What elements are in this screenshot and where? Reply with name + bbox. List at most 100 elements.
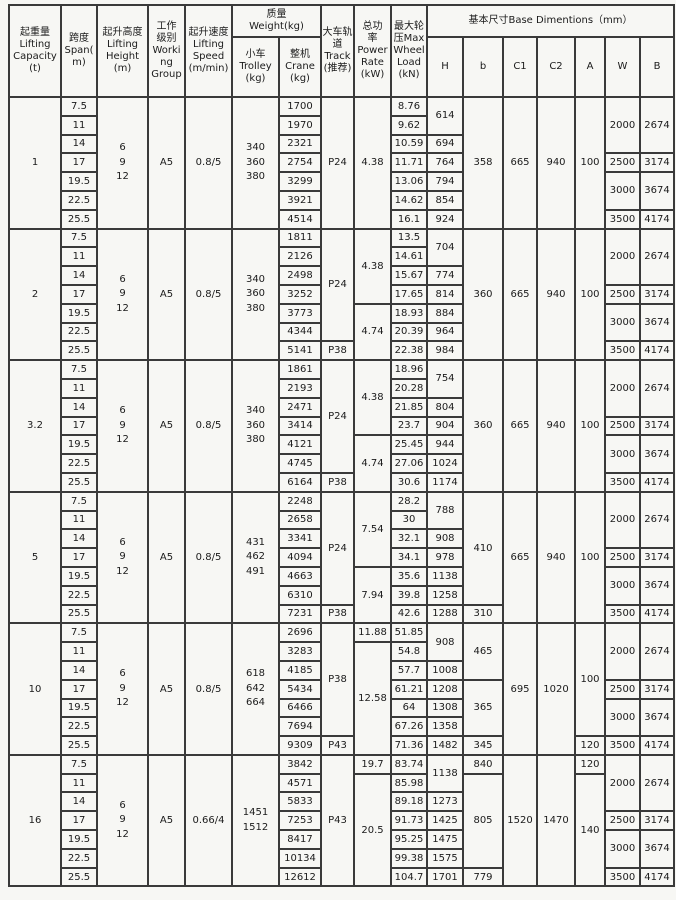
cell-capacity: 2 [8,227,62,362]
cell-wheel-load: 20.39 [390,321,428,343]
cell-dim-b2: 3174 [639,678,675,700]
cell-wheel-load: 13.5 [390,227,428,249]
cell-span: 7.5 [60,490,98,512]
header-dim-c1: C1 [502,36,538,98]
cell-wheel-load: 11.71 [390,152,428,174]
cell-span: 14 [60,396,98,418]
cell-capacity: 10 [8,622,62,756]
header-working-group: 工作 级别 Worki ng Group [147,4,186,98]
cell-wheel-load: 13.06 [390,171,428,192]
cell-dim-b2: 3174 [639,415,675,437]
cell-span: 7.5 [60,753,98,775]
cell-crane-weight: 3283 [278,641,322,662]
table-row: 19.5 6466 64 1308 3000 3674 [9,697,675,738]
cell-crane-weight: 4571 [278,772,322,794]
cell-dim-b2: 2674 [639,359,675,418]
cell-dim-c2: 940 [536,227,576,362]
cell-dim-w: 3000 [604,829,641,869]
cell-power-rate: 4.74 [353,302,392,362]
cell-dim-b2: 2674 [639,227,675,286]
cell-dim-b: 465 [462,622,504,681]
table-row: 22.5 7694 67.26 1358 [9,716,674,738]
cell-lifting-height: 6 9 12 [96,753,149,888]
cell-wheel-load: 22.38 [390,340,428,362]
cell-lifting-speed: 0.66/4 [184,753,233,888]
table-row: 11 2193 20.28 [9,377,674,399]
cell-dim-w: 2500 [604,547,641,568]
header-base-dimensions: 基本尺寸Base Dimentions（mm） [426,4,675,38]
cell-dim-a: 120 [574,735,606,756]
cell-dim-h: 964 [426,321,464,343]
cell-dim-b2: 3174 [639,810,675,832]
table-row: 14 2321 10.59 694 [9,133,674,155]
cell-dim-b: 840 [462,753,504,775]
cell-dim-c1: 665 [502,359,538,493]
table-row: 11 2658 30 [9,509,674,531]
cell-dim-b2: 3174 [639,283,675,305]
cell-power-rate: 7.54 [353,490,392,568]
cell-power-rate: 7.94 [353,565,392,625]
cell-dim-w: 3500 [604,340,641,362]
table-row: 22.5 4745 27.06 1024 [9,453,674,474]
cell-span: 25.5 [60,866,98,888]
cell-dim-b2: 4174 [639,340,675,362]
cell-dim-b: 410 [462,490,504,606]
cell-dim-b2: 4174 [639,866,675,888]
cell-span: 7.5 [60,359,98,380]
cell-dim-b2: 4174 [639,603,675,625]
cell-capacity: 5 [8,490,62,625]
cell-dim-b: 345 [462,735,504,756]
cell-crane-weight: 12612 [278,866,322,888]
cell-capacity: 3.2 [8,359,62,493]
cell-span: 25.5 [60,735,98,756]
cell-crane-weight: 2248 [278,490,322,512]
spec-table-body: 1 7.5 6 9 12 A5 0.8/5 340 360 380 1700 P24 4.38 8… [8,95,675,888]
header-crane-weight: 整机 Crane (kg) [278,36,322,98]
cell-dim-w: 2000 [604,753,641,813]
header-track: 大车轨 道 Track (推荐) [320,4,355,98]
cell-dim-h: 984 [426,340,464,362]
cell-crane-weight: 2498 [278,265,322,286]
cell-crane-weight: 4745 [278,453,322,474]
cell-crane-weight: 3252 [278,283,322,305]
cell-wheel-load: 99.38 [390,847,428,869]
cell-dim-w: 2500 [604,810,641,832]
cell-span: 11 [60,641,98,662]
table-row: 17 4094 34.1 978 2500 3174 [9,547,675,568]
cell-crane-weight: 1700 [278,96,322,117]
cell-dim-h: 944 [426,434,464,456]
cell-dim-w: 2000 [604,622,641,681]
cell-span: 25.5 [60,603,98,625]
cell-wheel-load: 8.76 [390,96,428,117]
cell-dim-h: 904 [426,415,464,437]
header-trolley-weight: 小车 Trolley (kg) [231,36,280,98]
table-row: 25.5 12612 104.7 1701 779 3500 4174 [9,866,675,888]
cell-wheel-load: 54.8 [390,641,428,662]
cell-dim-w: 2500 [604,283,641,305]
cell-dim-h: 908 [426,622,464,662]
cell-span: 25.5 [60,340,98,362]
cell-dim-b2: 3674 [639,434,675,474]
cell-dim-h: 884 [426,302,464,324]
cell-dim-b2: 3674 [639,697,675,738]
table-row: 1 7.5 6 9 12 A5 0.8/5 340 360 380 1700 P24 4.38 8… [8,95,675,230]
cell-track: P24 [320,359,355,474]
cell-working-group: A5 [147,753,186,888]
cell-trolley-weight: 618 642 664 [231,622,280,756]
cell-span: 22.5 [60,716,98,738]
cell-capacity: 16 [8,753,62,888]
cell-dim-b2: 3674 [639,302,675,343]
cell-crane-weight: 8417 [278,829,322,850]
cell-crane-weight: 2696 [278,622,322,644]
table-row: 2 7.5 6 9 12 A5 0.8/5 340 360 380 1811 P24 4.38 1… [8,227,675,362]
table-row: 3.2 7.5 6 9 12 A5 0.8/5 340 360 380 1861 P24 4.3… [8,359,675,493]
cell-dim-w: 3500 [604,735,641,756]
table-row: 14 2498 15.67 774 [9,265,674,286]
table-row: 16 7.5 6 9 12 A5 0.66/4 1451 1512 3842 P43 19.7 8… [8,753,675,888]
table-header: 起重量 Lifting Capacity (t) 跨度 Span( m) 起升高… [8,4,675,98]
cell-track: P38 [320,603,355,625]
cell-dim-c2: 940 [536,490,576,625]
table-row: 11 2126 14.61 [9,246,674,268]
crane-spec-table: 起重量 Lifting Capacity (t) 跨度 Span( m) 起升高… [8,4,675,888]
cell-span: 11 [60,377,98,399]
